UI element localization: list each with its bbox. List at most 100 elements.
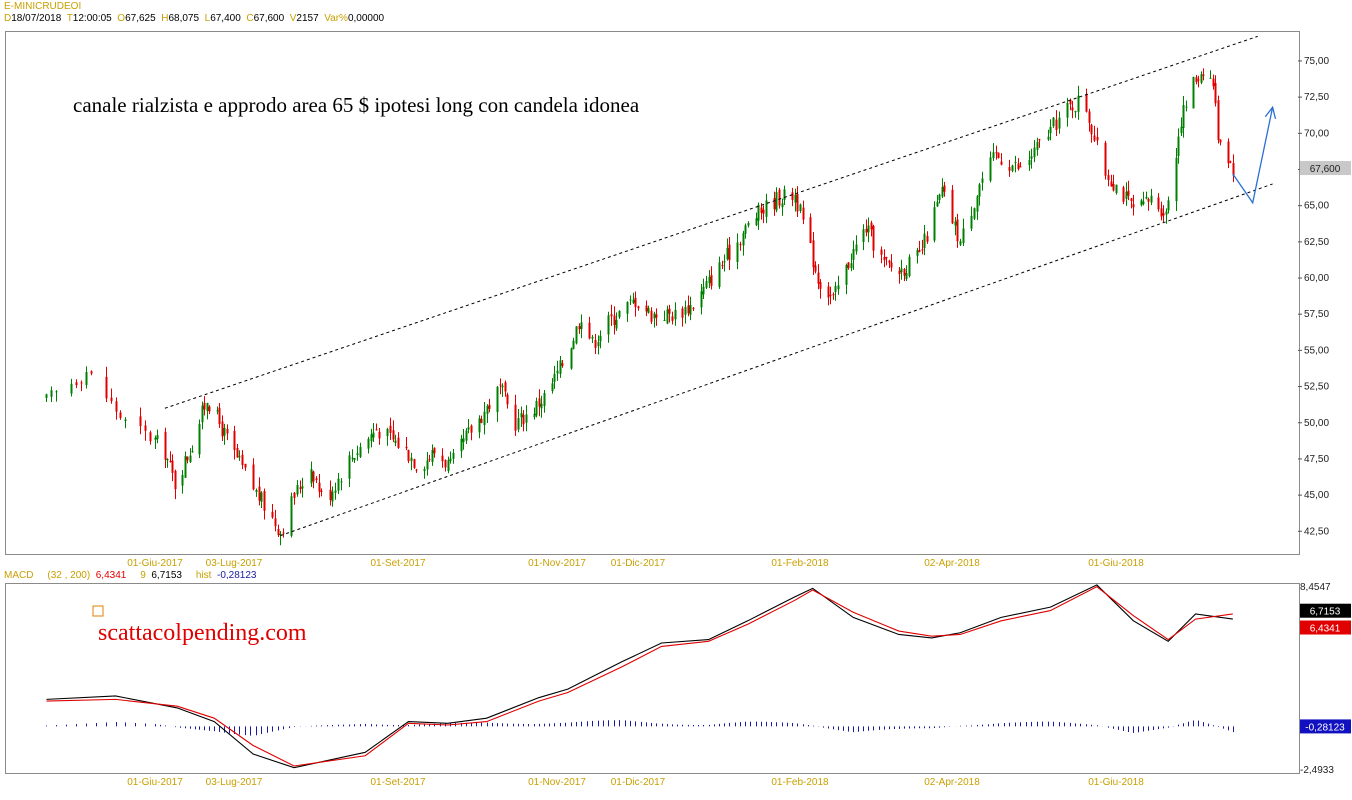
candle-61-body bbox=[318, 482, 321, 492]
candle-116-body bbox=[522, 414, 525, 425]
candle-139-body bbox=[610, 314, 613, 317]
candle-174-body bbox=[739, 244, 742, 246]
price-tick-label-8: 62,50 bbox=[1304, 237, 1329, 248]
macd-last-box bbox=[1300, 620, 1351, 635]
candle-72-body bbox=[359, 446, 362, 457]
macd-date-label-2: 01-Set-2017 bbox=[370, 777, 425, 788]
candle-63-body bbox=[329, 489, 332, 500]
candle-81-body bbox=[394, 440, 397, 444]
candle-149-body bbox=[647, 308, 650, 313]
candle-166-body bbox=[708, 276, 711, 284]
candle-162-body bbox=[692, 307, 695, 309]
candle-23-body bbox=[181, 474, 184, 486]
candle-226-body bbox=[923, 233, 926, 249]
candle-36-body bbox=[223, 427, 226, 436]
quote-time: 12:00:05 bbox=[72, 13, 112, 24]
candle-118-body bbox=[533, 413, 536, 418]
candle-94-body bbox=[444, 459, 447, 468]
candle-177-body bbox=[747, 223, 750, 226]
candle-4-body bbox=[75, 382, 78, 386]
candle-171-body bbox=[726, 247, 729, 260]
candle-126-body bbox=[559, 360, 562, 374]
price-tick-label-3: 50,00 bbox=[1304, 418, 1329, 429]
candle-276-body bbox=[1112, 184, 1115, 191]
candle-207-body bbox=[855, 244, 858, 252]
candle-206-body bbox=[852, 248, 855, 260]
candle-280-body bbox=[1127, 190, 1130, 196]
candle-100-body bbox=[465, 430, 468, 441]
price-date-label-2: 01-Set-2017 bbox=[370, 558, 425, 569]
candle-306-body bbox=[1217, 100, 1220, 141]
candle-71-body bbox=[356, 453, 359, 456]
candle-167-body bbox=[710, 275, 713, 286]
candle-70-body bbox=[353, 458, 356, 460]
candle-32-body bbox=[208, 406, 211, 412]
candle-124-body bbox=[553, 373, 556, 382]
candle-250-body bbox=[1014, 162, 1017, 164]
candle-156-body bbox=[671, 316, 674, 321]
candle-208-body bbox=[862, 229, 865, 243]
price-axis: 42,50 45,00 47,50 50,00 52,50 55,00 57,50 60,00… bbox=[1298, 56, 1329, 537]
candle-27-body bbox=[191, 451, 194, 453]
candle-245-body bbox=[995, 152, 998, 154]
candle-249-body bbox=[1011, 165, 1014, 171]
candle-57-body bbox=[301, 486, 304, 489]
macd-date-label-4: 01-Dic-2017 bbox=[611, 777, 666, 788]
candle-105-body bbox=[483, 411, 486, 426]
candle-134-body bbox=[591, 336, 594, 339]
candle-22-body bbox=[174, 470, 177, 490]
candle-255-body bbox=[1033, 147, 1036, 158]
candle-88-body bbox=[423, 469, 426, 472]
candle-148-body bbox=[645, 305, 648, 312]
candle-309-body bbox=[1229, 161, 1232, 163]
candle-24-body bbox=[184, 456, 187, 478]
candle-109-body bbox=[499, 384, 502, 386]
candle-185-body bbox=[778, 189, 781, 206]
candle-288-body bbox=[1157, 197, 1160, 210]
macd-legend-value: 6,4341 bbox=[95, 570, 127, 581]
candle-275-body bbox=[1110, 181, 1113, 187]
candle-76-body bbox=[375, 429, 378, 431]
candle-18-body bbox=[164, 431, 167, 460]
candle-74-body bbox=[370, 434, 373, 442]
price-date-label-1: 03-Lug-2017 bbox=[206, 558, 263, 569]
price-tick-label-6: 57,50 bbox=[1304, 309, 1329, 320]
price-tick-label-0: 42,50 bbox=[1304, 526, 1329, 537]
candle-299-body bbox=[1195, 77, 1198, 83]
candle-252-body bbox=[1019, 166, 1022, 168]
candle-47-body bbox=[263, 491, 266, 511]
candle-115-body bbox=[520, 413, 523, 418]
price-tick-label-2: 47,50 bbox=[1304, 454, 1329, 465]
candle-93-body bbox=[441, 455, 444, 462]
candle-14-body bbox=[144, 425, 147, 431]
price-date-label-7: 01-Giu-2018 bbox=[1088, 558, 1144, 569]
macd-date-label-3: 01-Nov-2017 bbox=[528, 777, 586, 788]
candle-163-body bbox=[700, 291, 703, 308]
candle-211-body bbox=[870, 222, 873, 230]
macd-legend-signal-label: 9 bbox=[140, 570, 146, 581]
candle-59-body bbox=[312, 471, 315, 482]
candle-230-body bbox=[938, 194, 941, 201]
candle-52-body bbox=[282, 532, 285, 534]
quote-date: 18/07/2018 bbox=[11, 13, 62, 24]
candle-265-body bbox=[1071, 107, 1074, 111]
candle-11-body bbox=[119, 412, 122, 418]
candle-214-body bbox=[883, 256, 886, 261]
candle-5-body bbox=[80, 382, 83, 384]
candle-240-body bbox=[976, 196, 979, 212]
arrow-head-icon bbox=[1264, 105, 1277, 120]
candle-201-body bbox=[834, 285, 837, 292]
price-panel[interactable] bbox=[5, 31, 1300, 555]
candle-97-body bbox=[452, 453, 455, 459]
macd-panel[interactable] bbox=[5, 583, 1300, 774]
candle-190-body bbox=[796, 194, 799, 212]
price-date-axis: 01-Giu-2017 03-Lug-2017 01-Set-2017 01-Nov-… bbox=[127, 558, 1144, 569]
hist-last-box bbox=[1300, 719, 1351, 734]
candle-192-body bbox=[802, 207, 805, 220]
candle-213-body bbox=[880, 249, 883, 255]
candle-154-body bbox=[666, 309, 669, 324]
candle-28-body bbox=[198, 423, 201, 455]
price-tick-label-1: 45,00 bbox=[1304, 490, 1329, 501]
candle-180-body bbox=[760, 207, 763, 213]
